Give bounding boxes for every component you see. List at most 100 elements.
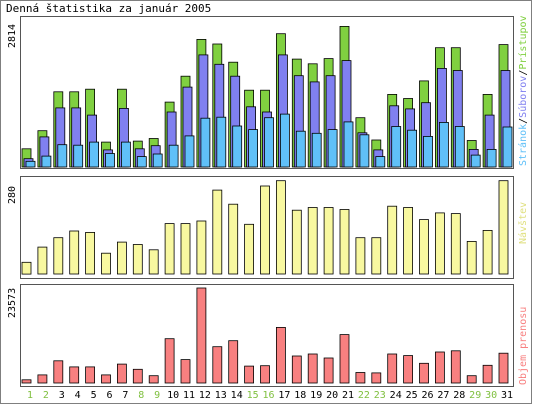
x-label-day-24: 24 xyxy=(390,390,402,401)
bar-stranok-27 xyxy=(438,122,449,168)
x-label-day-14: 14 xyxy=(231,390,243,401)
bar-prenos-28 xyxy=(450,350,461,384)
bar-stranok-18 xyxy=(295,130,306,168)
bar-stranok-23 xyxy=(375,156,386,168)
bar-navstevy-31 xyxy=(498,180,509,275)
bar-prenos-18 xyxy=(291,355,302,384)
bar-navstevy-18 xyxy=(291,209,302,275)
bottom-y-max-label: 23573 xyxy=(7,288,18,318)
bar-prenos-11 xyxy=(180,359,191,384)
legend-sep-2: / xyxy=(518,70,529,76)
x-label-day-23: 23 xyxy=(374,390,386,401)
bar-prenos-5 xyxy=(85,366,95,384)
x-label-day-22: 22 xyxy=(358,390,370,401)
x-label-day-3: 3 xyxy=(59,390,65,401)
x-label-day-12: 12 xyxy=(199,390,211,401)
bar-prenos-31 xyxy=(498,352,509,384)
bar-prenos-6 xyxy=(101,374,111,384)
bar-stranok-9 xyxy=(152,153,163,168)
bar-prenos-14 xyxy=(228,340,239,384)
bar-navstevy-29 xyxy=(466,240,477,275)
bar-prenos-10 xyxy=(164,338,175,384)
bar-prenos-29 xyxy=(466,375,477,384)
x-label-day-26: 26 xyxy=(421,390,433,401)
top-panel xyxy=(20,16,514,169)
x-label-day-5: 5 xyxy=(91,390,97,401)
bar-stranok-6 xyxy=(105,153,115,168)
bar-navstevy-23 xyxy=(371,237,382,275)
bar-stranok-22 xyxy=(359,134,370,168)
bar-navstevy-5 xyxy=(85,231,95,275)
x-label-day-31: 31 xyxy=(501,390,513,401)
bar-prenos-22 xyxy=(355,372,366,384)
middle-legend: Návštev xyxy=(517,202,529,244)
bar-navstevy-21 xyxy=(339,209,350,275)
x-label-day-8: 8 xyxy=(138,390,144,401)
legend-sep-1: / xyxy=(518,118,529,124)
x-axis-labels: 1 2 3 4 5 6 7 8 9 10 11 12 13 14 15 16 17 18 19 20 21 22 23 24 2… xyxy=(27,390,513,401)
bar-stranok-16 xyxy=(264,117,274,168)
x-label-day-19: 19 xyxy=(310,390,322,401)
bar-navstevy-9 xyxy=(148,249,159,275)
x-label-day-21: 21 xyxy=(342,390,354,401)
bar-stranok-29 xyxy=(470,154,481,168)
x-label-day-7: 7 xyxy=(122,390,128,401)
legend-pristupov: Prístupov xyxy=(517,15,529,69)
x-label-day-28: 28 xyxy=(453,390,465,401)
x-label-day-18: 18 xyxy=(294,390,306,401)
bar-prenos-30 xyxy=(482,364,493,384)
bar-stranok-17 xyxy=(279,113,290,168)
bar-stranok-13 xyxy=(216,116,227,168)
bar-navstevy-1 xyxy=(21,261,32,275)
bar-navstevy-8 xyxy=(132,244,143,275)
bar-navstevy-12 xyxy=(196,220,207,275)
bottom-panel xyxy=(20,284,514,387)
bar-stranok-19 xyxy=(311,132,322,168)
bar-prenos-16 xyxy=(260,365,270,384)
x-label-day-6: 6 xyxy=(106,390,112,401)
bar-stranok-4 xyxy=(73,144,84,168)
bar-prenos-7 xyxy=(117,363,127,384)
bar-stranok-24 xyxy=(391,126,402,168)
bar-stranok-7 xyxy=(121,141,131,168)
x-label-day-25: 25 xyxy=(406,390,418,401)
legend-stranok: Stránok xyxy=(517,124,529,166)
bar-prenos-26 xyxy=(419,362,429,384)
bar-navstevy-3 xyxy=(53,237,64,275)
bar-navstevy-7 xyxy=(117,241,127,275)
x-label-day-16: 16 xyxy=(262,390,274,401)
bar-navstevy-11 xyxy=(180,223,191,275)
bar-prenos-13 xyxy=(212,346,223,384)
bottom-legend: Objem prenosu xyxy=(518,307,529,385)
bar-navstevy-25 xyxy=(403,207,414,275)
bar-navstevy-26 xyxy=(419,219,429,275)
bar-navstevy-30 xyxy=(482,229,493,275)
bar-navstevy-4 xyxy=(69,230,80,275)
bar-prenos-9 xyxy=(148,375,159,384)
bar-prenos-25 xyxy=(403,355,414,384)
bar-stranok-5 xyxy=(89,141,99,168)
bar-stranok-11 xyxy=(184,135,195,168)
bar-prenos-27 xyxy=(434,351,445,384)
bar-stranok-8 xyxy=(136,156,147,168)
bar-navstevy-22 xyxy=(355,237,366,275)
bar-stranok-30 xyxy=(486,148,497,168)
x-label-day-2: 2 xyxy=(43,390,49,401)
bar-navstevy-6 xyxy=(101,252,111,275)
bar-navstevy-14 xyxy=(228,203,239,275)
chart-title: Denná štatistika za január 2005 xyxy=(6,2,212,15)
bar-stranok-26 xyxy=(423,135,433,168)
x-label-day-11: 11 xyxy=(183,390,195,401)
bar-navstevy-19 xyxy=(307,207,318,275)
bar-prenos-2 xyxy=(37,374,48,384)
bar-stranok-14 xyxy=(232,125,243,168)
bar-stranok-12 xyxy=(200,117,211,168)
bar-stranok-21 xyxy=(343,121,354,168)
bar-prenos-20 xyxy=(323,357,334,384)
middle-bars xyxy=(21,180,509,275)
top-legend: Stránok/Súborov/Prístupov xyxy=(517,15,529,166)
x-label-day-15: 15 xyxy=(247,390,259,401)
x-label-day-20: 20 xyxy=(326,390,338,401)
bar-navstevy-2 xyxy=(37,246,48,275)
bar-prenos-8 xyxy=(132,368,143,384)
